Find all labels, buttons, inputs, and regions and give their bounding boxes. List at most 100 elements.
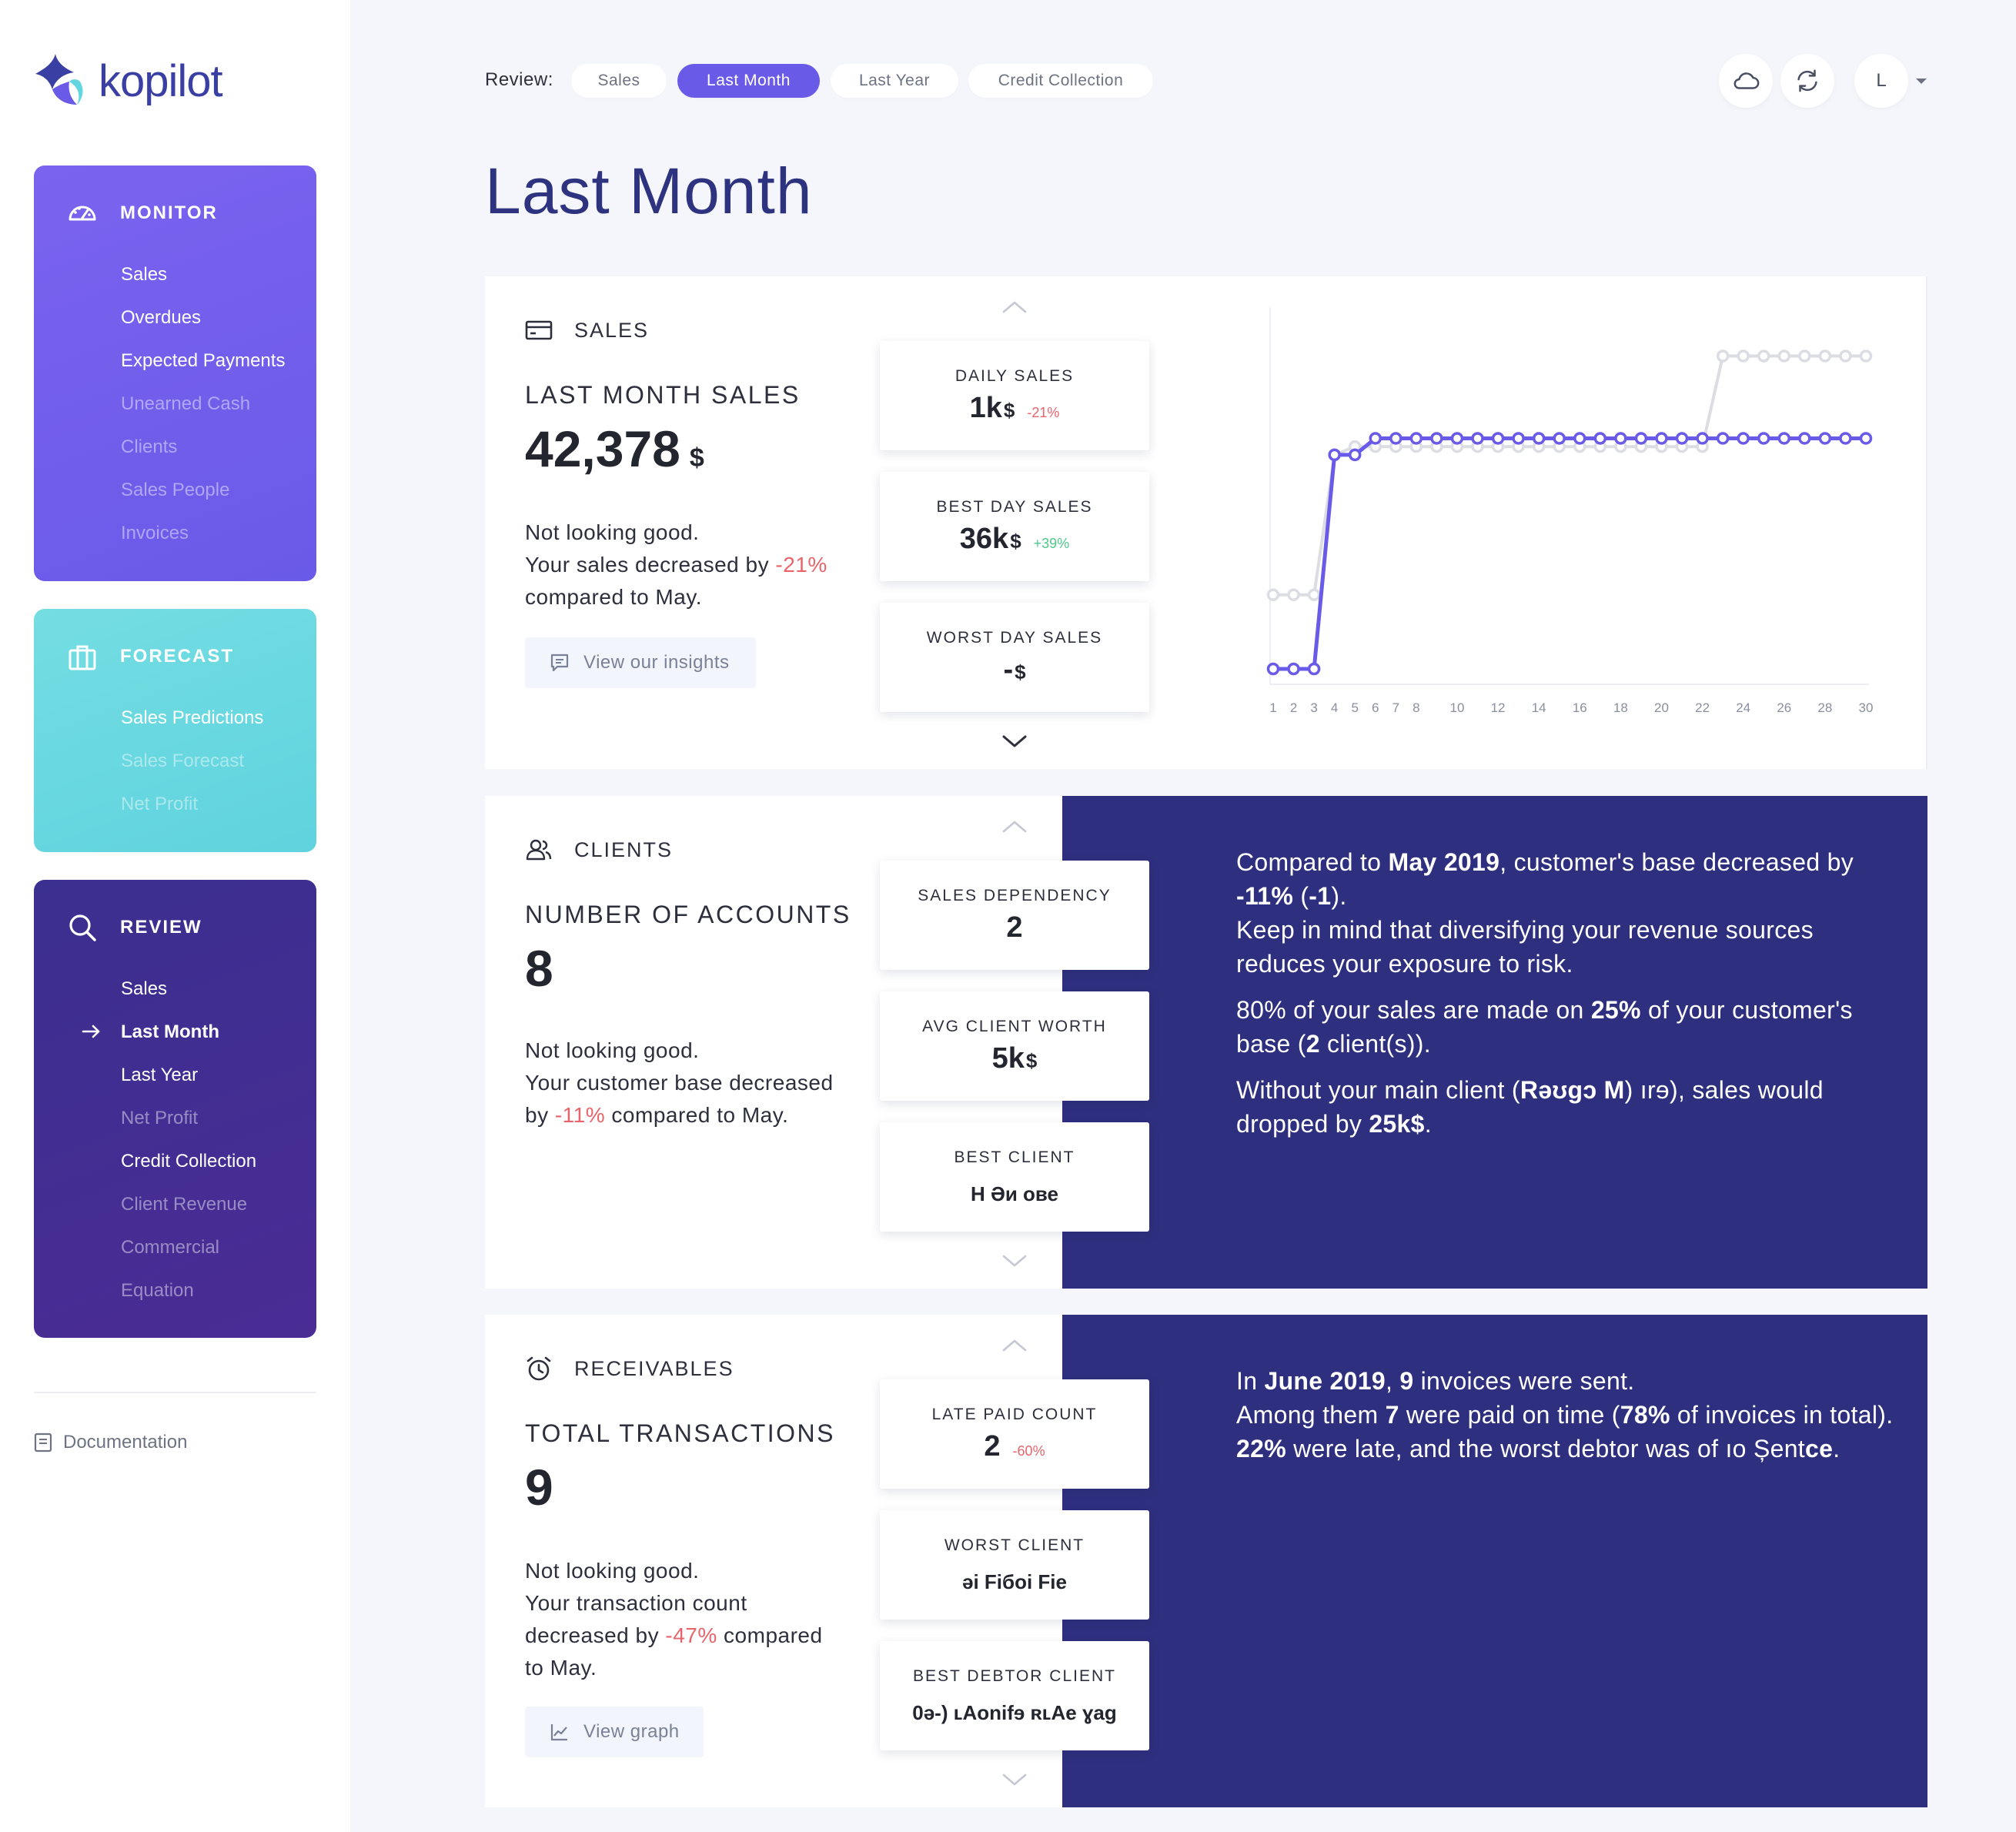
series-0-point [1328,448,1341,462]
refresh-button[interactable] [1780,54,1834,108]
view-graph-button[interactable]: View graph [525,1707,704,1757]
sidebar-item-expected-payments[interactable]: Expected Payments [121,350,286,371]
kpi-daily-sales-unit: $ [1003,399,1015,422]
monitor-header[interactable]: MONITOR [34,198,316,229]
ci-share: 25% [1590,996,1641,1024]
kpi-best-day-sales-number: 36k [959,523,1009,555]
clients-narrative-delta: -11% [554,1103,606,1127]
ri-text: . [1833,1435,1840,1463]
sidebar-item-monitor-sales[interactable]: Sales [121,264,168,285]
ri-text: were late, and the worst debtor was [1285,1435,1697,1463]
ci-text: ), sales would dropped by [1236,1076,1824,1138]
logo[interactable]: kopilot [32,51,223,111]
x-tick-label: 4 [1331,700,1338,715]
clients-insight-text: Compared to May 2019, customer's base de… [1236,845,1898,1153]
clients-narrative-line1: Not looking good. [525,1038,700,1062]
series-0-point [1389,432,1403,445]
sidebar-item-sales-predictions[interactable]: Sales Predictions [121,707,264,728]
kpi-worst-client-value: əі Fiбoі Fiе [962,1570,1067,1593]
x-tick-label: 2 [1290,700,1297,715]
chevron-up-icon[interactable] [999,817,1030,836]
clients-section-header: CLIENTS [525,836,673,864]
kpi-avg-client-worth-value: 5k $ [880,1042,1149,1075]
chevron-down-icon[interactable] [1914,73,1929,89]
user-avatar[interactable]: L [1854,54,1908,108]
ci-period: May 2019 [1388,848,1500,876]
arrow-right-icon [82,1025,100,1038]
series-1-point [1839,349,1852,363]
ri-text: of invoices in total). [1670,1401,1894,1429]
chevron-down-icon[interactable] [999,1252,1030,1270]
x-tick-label: 22 [1695,700,1710,715]
x-tick-label: 1 [1269,700,1276,715]
forecast-title: FORECAST [120,646,234,667]
briefcase-icon [66,640,99,673]
user-initial: L [1876,70,1887,91]
tab-last-month[interactable]: Last Month [677,64,820,98]
tab-credit-collection[interactable]: Credit Collection [968,64,1153,98]
ci-drop-amount: 25k$ [1369,1110,1425,1138]
cloud-icon [1733,72,1760,89]
kpi-sales-dependency: SALES DEPENDENCY 2 [880,861,1149,970]
sidebar-item-sales-people: Sales People [121,480,230,500]
kpi-daily-sales: DAILY SALES 1k $ -21% [880,341,1149,450]
sales-narrative: Not looking good. Your sales decreased b… [525,517,856,613]
chevron-up-icon[interactable] [999,1336,1030,1355]
sidebar-item-last-year[interactable]: Last Year [121,1065,199,1085]
kpi-late-paid-count-delta: -60% [1012,1443,1045,1459]
series-1-point [1287,588,1300,601]
ri-line3: 22% were late, and the worst debtor was … [1236,1432,1898,1466]
tab-last-year[interactable]: Last Year [831,64,958,98]
clients-insight-panel [1062,796,1927,1289]
view-graph-label: View graph [583,1721,680,1742]
kpi-late-paid-count-label: LATE PAID COUNT [931,1406,1098,1423]
receivables-narrative-delta: -47% [665,1623,717,1647]
ri-sent-count: 9 [1399,1367,1414,1395]
receivables-panel: RECEIVABLES TOTAL TRANSACTIONS 9 Not loo… [485,1315,1927,1807]
series-0-point [1287,662,1300,676]
series-0-point [1573,432,1586,445]
review-header[interactable]: REVIEW [34,912,316,943]
chevron-down-icon[interactable] [999,1770,1030,1789]
tab-sales[interactable]: Sales [571,64,667,98]
sidebar-item-overdues[interactable]: Overdues [121,307,202,328]
sidebar-item-last-month[interactable]: Last Month [34,1011,316,1054]
documentation-link[interactable]: Documentation [34,1432,187,1453]
kopilot-logo-icon [35,54,83,105]
receivables-narrative-line4: to May. [525,1656,597,1680]
ci-text: of your customer's base ( [1236,996,1853,1058]
series-0-point [1614,432,1627,445]
clients-section-label: CLIENTS [574,837,674,861]
clients-insight-p1: Compared to May 2019, customer's base de… [1236,845,1898,981]
chevron-up-icon[interactable] [999,298,1030,316]
x-tick-label: 16 [1573,700,1587,715]
series-0-point [1348,448,1362,462]
kpi-best-debtor-client-label: BEST DEBTOR CLIENT [913,1667,1116,1685]
ri-line2: Among them 7 were paid on time (78% of i… [1236,1398,1898,1432]
kpi-late-paid-count-number: 2 [984,1430,1001,1463]
sidebar-item-clients: Clients [121,436,178,457]
series-0-point [1430,432,1443,445]
view-insights-button[interactable]: View our insights [525,637,756,688]
kpi-daily-sales-number: 1k [969,392,1002,424]
clients-insight-p3: Without your main client (Rəʊɡɔ M) ırɘ),… [1236,1073,1898,1141]
kpi-late-paid-count: LATE PAID COUNT 2 -60% [880,1379,1149,1489]
forecast-card: FORECAST Sales Predictions Sales Forecas… [34,609,316,852]
series-0-point [1798,432,1811,445]
ci-delta-abs: -1 [1309,882,1332,910]
series-1-point [1777,349,1791,363]
kpi-best-debtor-client: BEST DEBTOR CLIENT 0ə-) ʟAоnifɘ ʀʟAе ɣag [880,1641,1149,1750]
sidebar-item-sales-forecast: Sales Forecast [121,751,245,771]
series-0-point [1818,432,1832,445]
series-0-point [1777,432,1791,445]
receivables-narrative-line3: decreased by -47% compared [525,1620,856,1652]
chevron-down-icon[interactable] [999,732,1030,751]
receivables-metric-label: TOTAL TRANSACTIONS [525,1419,835,1447]
sales-panel: SALES LAST MONTH SALES 42,378 $ Not looki… [485,276,1927,769]
cloud-button[interactable] [1719,54,1773,108]
sidebar-item-equation: Equation [121,1280,194,1301]
review-title: REVIEW [120,917,202,938]
forecast-header[interactable]: FORECAST [34,641,316,672]
sidebar-item-credit-collection[interactable]: Credit Collection [121,1151,257,1172]
sidebar-item-review-sales[interactable]: Sales [121,978,168,999]
